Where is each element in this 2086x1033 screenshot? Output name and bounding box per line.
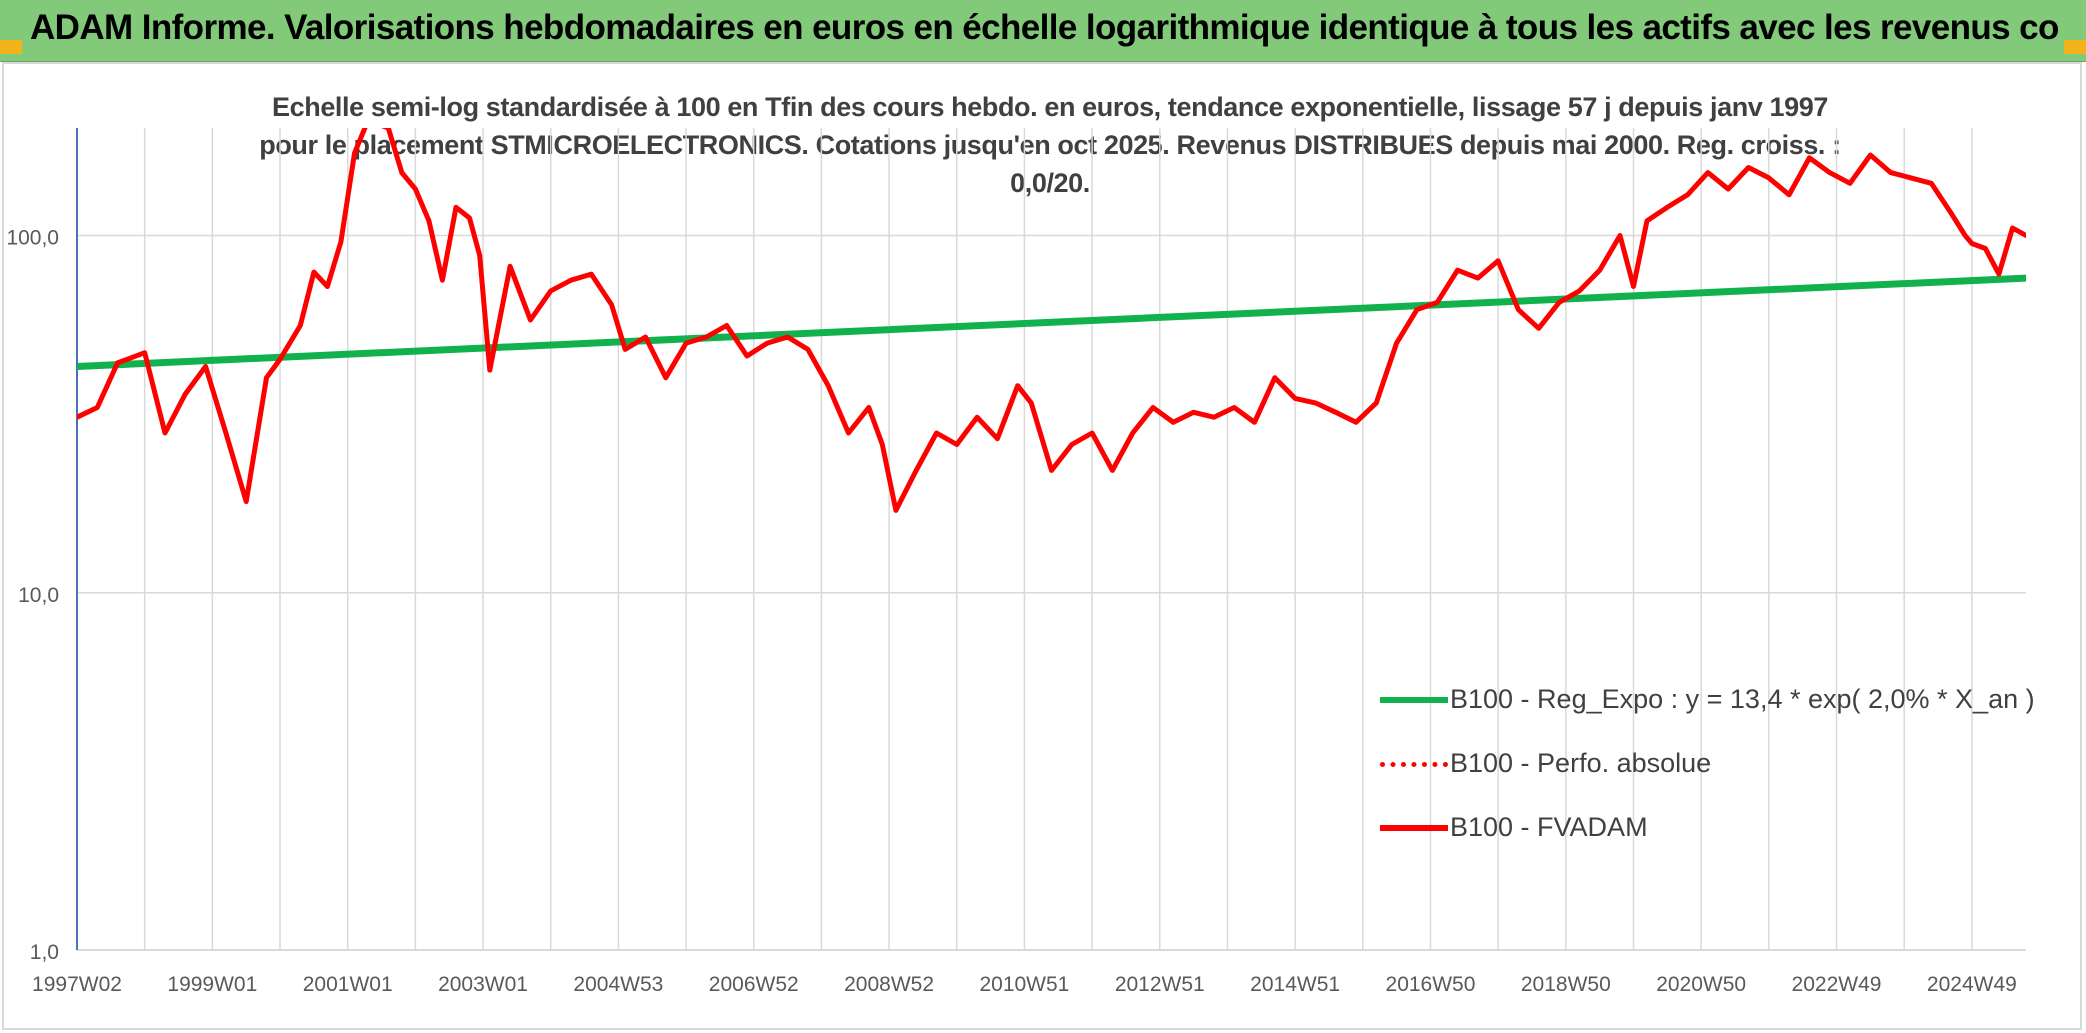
report-banner: ADAM Informe. Valorisations hebdomadaire…	[0, 0, 2086, 62]
x-tick-label: 2018W50	[1521, 973, 1611, 996]
corner-marker-top-left	[0, 40, 22, 54]
x-tick-label: 2006W52	[709, 973, 799, 996]
x-tick-label: 2020W50	[1656, 973, 1746, 996]
y-tick-labels: 1,0 10,0 100,0	[6, 227, 59, 964]
x-tick-label: 2003W01	[438, 973, 528, 996]
x-tick-label: 2008W52	[844, 973, 934, 996]
x-tick-label: 2022W49	[1792, 973, 1882, 996]
y-tick-label: 1,0	[30, 941, 59, 964]
legend-swatch-perfo	[1380, 762, 1448, 767]
legend-label-perfo: B100 - Perfo. absolue	[1450, 748, 1712, 778]
x-tick-labels: 1997W02 1999W01 2001W01 2003W01 2004W53 2006W…	[32, 973, 2017, 996]
series-lines	[77, 128, 2026, 513]
chart-title: Echelle semi-log standardisée à 100 en T…	[259, 92, 1841, 198]
x-tick-label: 2016W50	[1386, 973, 1476, 996]
legend-label-fvadam: B100 - FVADAM	[1450, 812, 1648, 842]
x-tick-label: 2004W53	[573, 973, 663, 996]
x-tick-label: 2012W51	[1115, 973, 1205, 996]
x-tick-label: 2001W01	[303, 973, 393, 996]
gridlines	[77, 128, 2026, 951]
series-line-fvadam	[77, 128, 2026, 513]
y-tick-label: 10,0	[18, 584, 59, 607]
x-tick-label: 2024W49	[1927, 973, 2017, 996]
legend-item-perfo: B100 - Perfo. absolue	[1380, 744, 2020, 784]
legend-swatch-reg-expo	[1380, 697, 1448, 703]
series-line-reg-expo	[77, 274, 2026, 370]
x-tick-label: 2014W51	[1250, 973, 1340, 996]
legend-item-fvadam: B100 - FVADAM	[1380, 808, 2020, 848]
x-tick-label: 1997W02	[32, 973, 122, 996]
corner-marker-top-right	[2064, 40, 2086, 54]
legend-swatch-fvadam	[1380, 825, 1448, 831]
x-tick-label: 1999W01	[167, 973, 257, 996]
chart-frame	[2, 62, 2082, 1030]
y-tick-label: 100,0	[6, 227, 59, 250]
x-tick-label: 2010W51	[979, 973, 1069, 996]
report-title: ADAM Informe. Valorisations hebdomadaire…	[30, 8, 2060, 47]
legend-item-reg-expo: B100 - Reg_Expo : y = 13,4 * exp( 2,0% *…	[1380, 680, 2035, 720]
legend-label-reg-expo: B100 - Reg_Expo : y = 13,4 * exp( 2,0% *…	[1450, 684, 2035, 714]
